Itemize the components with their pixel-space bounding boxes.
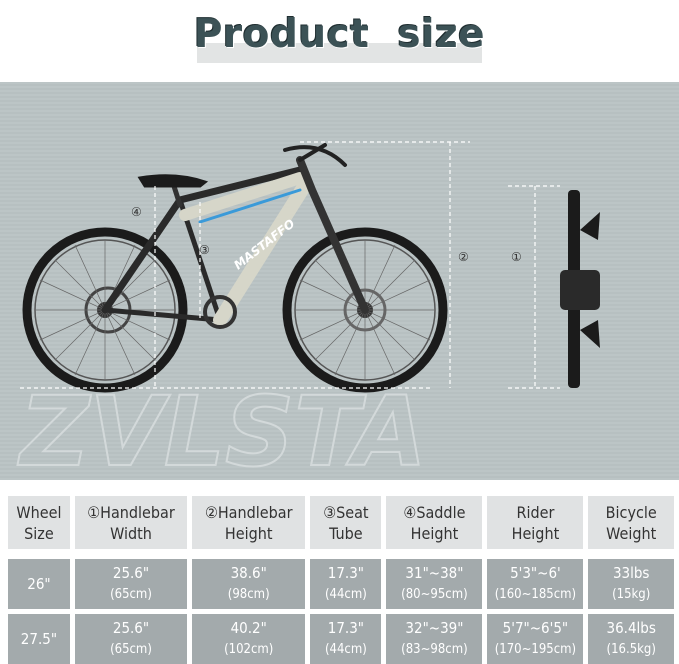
bike-brand-logo: MASTAFFO [231,216,297,272]
table-cell: 31"~38" (80~95cm) [386,559,483,609]
header-handlebar-height: ②Handlebar Height [192,496,306,549]
table-cell: 36.4lbs (16.5kg) [588,609,674,664]
watermark: ZVLSTA [17,376,427,480]
header-saddle-height: ④Saddle Height [386,496,483,549]
bike-dimension-panel: ZVLSTA [0,0,679,480]
handlebar-top-view [560,190,600,388]
table-cell: 25.6" (65cm) [74,559,188,609]
table-cell: 40.2" (102cm) [192,609,306,664]
handlebar-height-marker: ② [458,250,469,264]
table-cell: 5'3"~6' (160~185cm) [487,559,584,609]
saddle-height-marker: ④ [131,205,142,219]
size-table: Wheel Size ①Handlebar Width ②Handlebar Heig… [3,496,679,664]
table-cell: 38.6" (98cm) [192,559,306,609]
table-cell: 17.3" (44cm) [310,559,382,609]
title-underline [197,43,482,63]
header-rider-height: Rider Height [487,496,584,549]
header-seat-tube: ③Seat Tube [310,496,382,549]
table-header-row: Wheel Size ①Handlebar Width ②Handlebar Heig… [8,496,674,549]
wheel-size-cell: 27.5" [8,609,70,664]
header-wheel-size: Wheel Size [8,496,70,549]
table-cell: 25.6" (65cm) [74,609,188,664]
bike-frame [101,143,369,329]
table-cell: 5'7"~6'5" (170~195cm) [487,609,584,664]
wheel-size-cell: 26" [8,559,70,609]
dimension-lines [20,141,560,389]
table-row: 27.5" 25.6" (65cm) 40.2" (102cm) 17.3" (44c… [8,609,674,664]
page-title: Product size [193,12,486,57]
table-cell: 32"~39" (83~98cm) [386,609,483,664]
table-cell: 17.3" (44cm) [310,609,382,664]
header-bicycle-weight: Bicycle Weight [588,496,674,549]
panel-corner [609,0,679,82]
header-handlebar-width: ①Handlebar Width [74,496,188,549]
seat-tube-marker: ③ [199,243,210,257]
table-row: 26" 25.6" (65cm) 38.6" (98cm) 17.3" (44cm) … [8,559,674,609]
handlebar-width-marker: ① [511,250,522,264]
bike-illustration: ZVLSTA [16,141,600,480]
table-cell: 33lbs (15kg) [588,559,674,609]
